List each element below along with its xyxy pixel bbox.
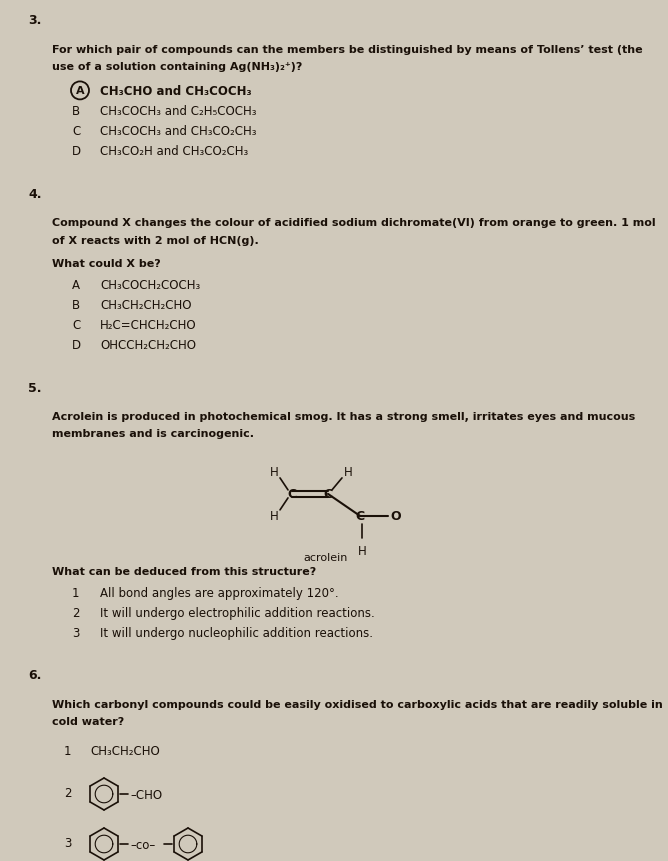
Text: It will undergo nucleophilic addition reactions.: It will undergo nucleophilic addition re… [100, 626, 373, 639]
Text: H₂C=CHCH₂CHO: H₂C=CHCH₂CHO [100, 319, 196, 331]
Text: H: H [270, 510, 279, 523]
Text: D: D [72, 339, 81, 352]
Text: Which carbonyl compounds could be easily oxidised to carboxylic acids that are r: Which carbonyl compounds could be easily… [52, 699, 663, 709]
Text: H: H [270, 466, 279, 479]
Text: H: H [357, 544, 366, 557]
Text: of X reacts with 2 mol of HCN(g).: of X reacts with 2 mol of HCN(g). [52, 235, 259, 245]
Text: CH₃COCH₂COCH₃: CH₃COCH₂COCH₃ [100, 279, 200, 292]
Text: D: D [72, 146, 81, 158]
Text: 3.: 3. [28, 14, 41, 27]
Text: CH₃CH₂CHO: CH₃CH₂CHO [90, 744, 160, 757]
Text: use of a solution containing Ag(NH₃)₂⁺)?: use of a solution containing Ag(NH₃)₂⁺)? [52, 61, 303, 71]
Text: Compound X changes the colour of acidified sodium dichromate(VI) from orange to : Compound X changes the colour of acidifi… [52, 218, 655, 228]
Text: What could X be?: What could X be? [52, 259, 161, 269]
Text: 5.: 5. [28, 381, 41, 394]
Text: CH₃CO₂H and CH₃CO₂CH₃: CH₃CO₂H and CH₃CO₂CH₃ [100, 146, 248, 158]
Text: For which pair of compounds can the members be distinguished by means of Tollens: For which pair of compounds can the memb… [52, 45, 643, 54]
Text: 2: 2 [72, 606, 79, 619]
Text: CH₃COCH₃ and CH₃CO₂CH₃: CH₃COCH₃ and CH₃CO₂CH₃ [100, 125, 257, 139]
Text: H: H [343, 466, 353, 479]
Text: C: C [72, 125, 80, 139]
Text: OHCCH₂CH₂CHO: OHCCH₂CH₂CHO [100, 339, 196, 352]
Text: A: A [72, 279, 80, 292]
Text: O: O [390, 510, 401, 523]
Text: acrolein: acrolein [304, 552, 348, 562]
Text: It will undergo electrophilic addition reactions.: It will undergo electrophilic addition r… [100, 606, 375, 619]
Text: 2: 2 [64, 785, 71, 798]
Text: Acrolein is produced in photochemical smog. It has a strong smell, irritates eye: Acrolein is produced in photochemical sm… [52, 412, 635, 422]
Text: B: B [72, 105, 80, 118]
Text: 6.: 6. [28, 669, 41, 682]
Text: 1: 1 [72, 586, 79, 599]
Text: 3: 3 [64, 835, 71, 848]
Text: C: C [72, 319, 80, 331]
Text: CH₃CH₂CH₂CHO: CH₃CH₂CH₂CHO [100, 299, 192, 312]
Text: membranes and is carcinogenic.: membranes and is carcinogenic. [52, 429, 254, 439]
Text: CH₃COCH₃ and C₂H₅COCH₃: CH₃COCH₃ and C₂H₅COCH₃ [100, 105, 257, 118]
Text: 4.: 4. [28, 188, 41, 201]
Text: B: B [72, 299, 80, 312]
Text: –co–: –co– [130, 838, 155, 851]
Text: A: A [75, 86, 84, 96]
Text: 3: 3 [72, 626, 79, 639]
Text: C: C [287, 488, 297, 501]
Text: All bond angles are approximately 120°.: All bond angles are approximately 120°. [100, 586, 339, 599]
Text: 1: 1 [64, 744, 71, 757]
Text: What can be deduced from this structure?: What can be deduced from this structure? [52, 567, 316, 576]
Text: C: C [355, 510, 365, 523]
Text: C: C [323, 488, 333, 501]
Text: –CHO: –CHO [130, 788, 162, 801]
Text: cold water?: cold water? [52, 716, 124, 726]
Text: CH₃CHO and CH₃COCH₃: CH₃CHO and CH₃COCH₃ [100, 85, 252, 98]
